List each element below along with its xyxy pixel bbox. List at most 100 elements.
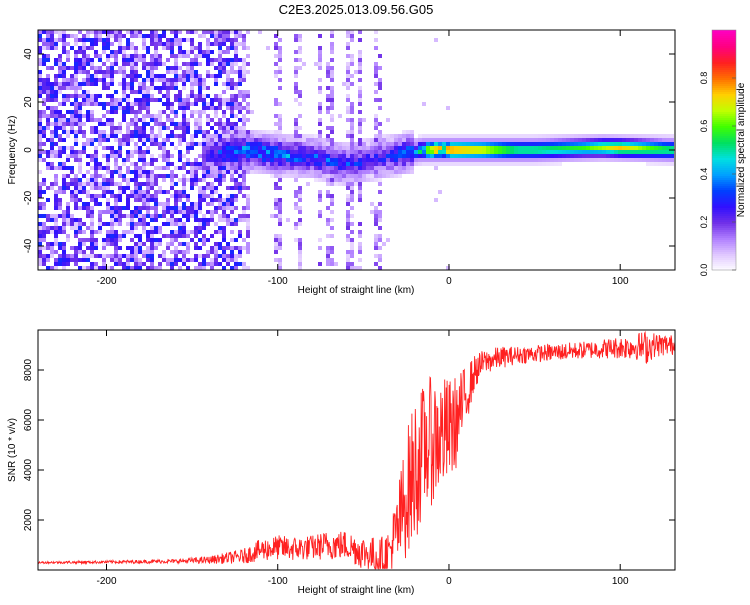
- spectrogram-cell: [174, 66, 178, 70]
- spectrogram-cell: [578, 142, 582, 146]
- spectrogram-cell: [58, 214, 62, 218]
- spectrogram-cell: [42, 202, 46, 206]
- spectrogram-cell: [70, 198, 74, 202]
- spectrogram-cell: [318, 106, 322, 110]
- spectrogram-cell: [166, 166, 170, 170]
- spectrogram-cell: [346, 34, 350, 38]
- spectrogram-cell: [238, 130, 242, 134]
- spectrogram-cell: [258, 170, 262, 174]
- spectrogram-cell: [446, 146, 450, 150]
- spectrogram-cell: [434, 158, 438, 162]
- spectrogram-cell: [426, 134, 430, 138]
- spectrogram-cell: [214, 42, 218, 46]
- spectrogram-cell: [346, 258, 350, 262]
- spectrogram-cell: [122, 94, 126, 98]
- spectrogram-cell: [166, 90, 170, 94]
- spectrogram-cell: [358, 94, 362, 98]
- spectrogram-cell: [182, 74, 186, 78]
- spectrogram-cell: [46, 86, 50, 90]
- colorbar-step: [712, 260, 736, 263]
- spectrogram-cell: [254, 170, 258, 174]
- spectrogram-cell: [186, 62, 190, 66]
- spectrogram-cell: [222, 218, 226, 222]
- spectrogram-cell: [202, 174, 206, 178]
- spectrogram-cell: [170, 46, 174, 50]
- spectrogram-cell: [218, 182, 222, 186]
- spectrogram-cell: [126, 54, 130, 58]
- spectrogram-cell: [514, 154, 518, 158]
- spectrogram-cell: [350, 118, 354, 122]
- spectrogram-cell: [234, 218, 238, 222]
- spectrogram-cell: [262, 146, 266, 150]
- spectrogram-cell: [74, 86, 78, 90]
- spectrogram-cell: [470, 158, 474, 162]
- spectrogram-cell: [306, 158, 310, 162]
- spectrogram-cell: [238, 234, 242, 238]
- spectrogram-cell: [190, 166, 194, 170]
- spectrogram-cell: [190, 178, 194, 182]
- spectrogram-cell: [346, 146, 350, 150]
- spectrogram-cell: [138, 30, 142, 34]
- spectrogram-cell: [562, 150, 566, 154]
- spectrogram-cell: [350, 38, 354, 42]
- spectrogram-cell: [342, 146, 346, 150]
- spectrogram-cell: [202, 238, 206, 242]
- spectrogram-cell: [302, 142, 306, 146]
- spectrogram-cell: [266, 166, 270, 170]
- spectrogram-cell: [254, 150, 258, 154]
- spectrogram-cell: [58, 86, 62, 90]
- spectrogram-cell: [210, 142, 214, 146]
- spectrogram-cell: [158, 214, 162, 218]
- spectrogram-cell: [330, 86, 334, 90]
- spectrogram-cell: [374, 122, 378, 126]
- spectrogram-cell: [242, 62, 246, 66]
- spectrogram-cell: [86, 210, 90, 214]
- spectrogram-cell: [222, 150, 226, 154]
- spectrogram-cell: [378, 78, 382, 82]
- spectrogram-cell: [382, 134, 386, 138]
- spectrogram-cell: [314, 138, 318, 142]
- spectrogram-cell: [374, 82, 378, 86]
- spectrogram-cell: [358, 62, 362, 66]
- spectrogram-cell: [118, 186, 122, 190]
- spectrogram-cell: [134, 146, 138, 150]
- spectrogram-cell: [226, 134, 230, 138]
- spectrogram-cell: [242, 154, 246, 158]
- spectrogram-cell: [522, 146, 526, 150]
- spectrogram-cell: [226, 70, 230, 74]
- spectrogram-cell: [490, 146, 494, 150]
- colorbar-step: [712, 120, 736, 123]
- spectrogram-cell: [510, 162, 514, 166]
- spectrogram-cell: [102, 134, 106, 138]
- spectrogram-cell: [126, 178, 130, 182]
- spectrogram-cell: [378, 218, 382, 222]
- spectrogram-cell: [102, 166, 106, 170]
- spectrogram-cell: [174, 98, 178, 102]
- spectrogram-cell: [118, 50, 122, 54]
- spectrogram-cell: [238, 162, 242, 166]
- spectrogram-cell: [114, 166, 118, 170]
- spectrogram-cell: [358, 54, 362, 58]
- spectrogram-cell: [138, 182, 142, 186]
- spectrogram-cell: [50, 46, 54, 50]
- spectrogram-cell: [42, 54, 46, 58]
- spectrogram-cell: [142, 78, 146, 82]
- spectrogram-cell: [270, 174, 274, 178]
- spectrogram-cell: [258, 158, 262, 162]
- spectrogram-cell: [234, 62, 238, 66]
- spectrogram-cell: [234, 46, 238, 50]
- spectrogram-cell: [130, 214, 134, 218]
- spectrogram-cell: [86, 62, 90, 66]
- spectrogram-cell: [530, 142, 534, 146]
- spectrogram-cell: [202, 198, 206, 202]
- spectrogram-cell: [118, 154, 122, 158]
- colorbar-tick-label: 0.6: [699, 120, 709, 133]
- spectrogram-cell: [350, 74, 354, 78]
- spectrogram-cell: [206, 218, 210, 222]
- spectrogram-cell: [98, 142, 102, 146]
- spectrogram-cell: [238, 66, 242, 70]
- spectrogram-cell: [74, 190, 78, 194]
- spectrogram-cell: [406, 138, 410, 142]
- spectrogram-cell: [102, 74, 106, 78]
- colorbar-step: [712, 222, 736, 225]
